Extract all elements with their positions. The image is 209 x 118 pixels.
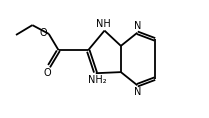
Text: N: N [134, 21, 141, 32]
Text: O: O [44, 68, 51, 78]
Text: NH: NH [97, 19, 111, 29]
Text: O: O [40, 28, 47, 38]
Text: N: N [134, 86, 141, 97]
Text: NH₂: NH₂ [88, 75, 106, 85]
